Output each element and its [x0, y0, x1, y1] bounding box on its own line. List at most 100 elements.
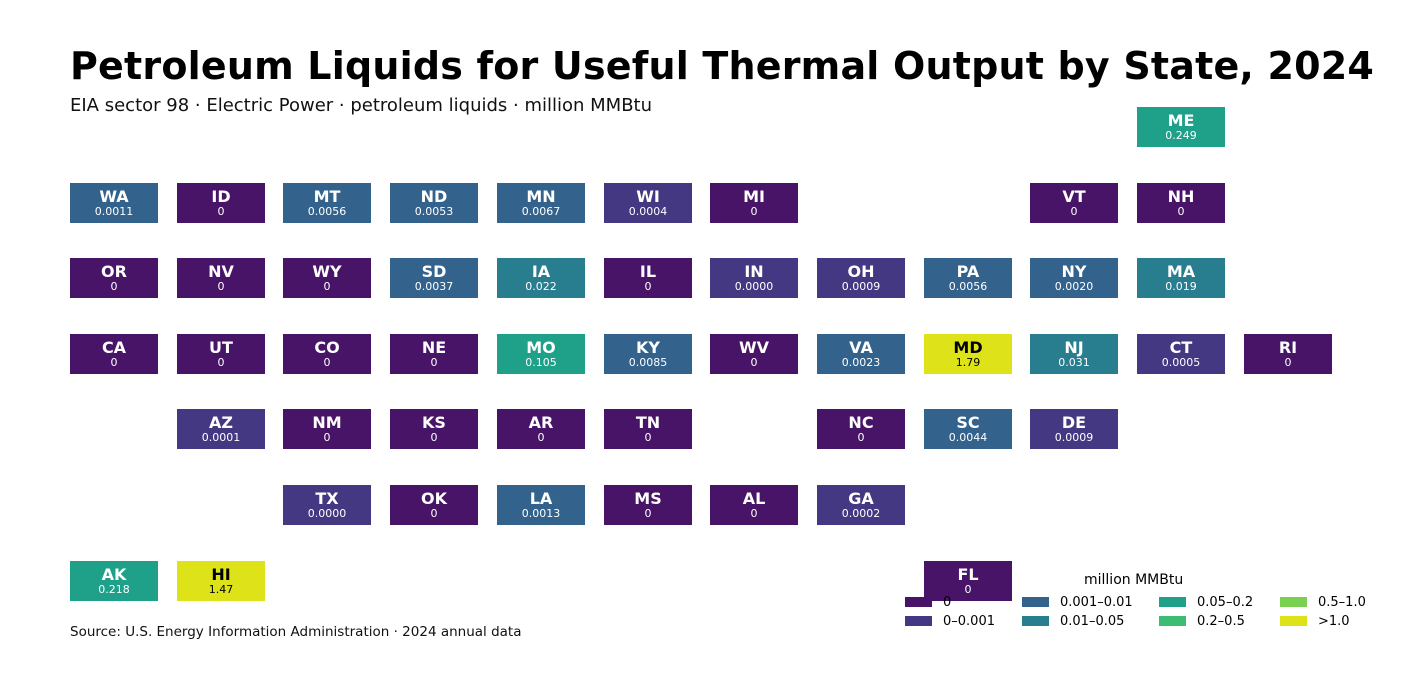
- state-value: 0.0044: [948, 431, 988, 444]
- state-tile-hi: HI 1.47: [177, 561, 265, 601]
- legend-swatch: [1280, 597, 1307, 607]
- state-tile-wy: WY 0: [283, 258, 371, 298]
- state-tile-ma: MA 0.019: [1137, 258, 1225, 298]
- state-value: 0.0020: [1054, 280, 1094, 293]
- state-tile-co: CO 0: [283, 334, 371, 374]
- state-value: 0: [110, 280, 118, 293]
- state-abbr: NC: [848, 413, 874, 432]
- state-value: 0.0001: [201, 431, 241, 444]
- state-tile-sc: SC 0.0044: [924, 409, 1012, 449]
- state-value: 0: [430, 356, 438, 369]
- state-abbr: KY: [636, 338, 660, 357]
- state-value: 0: [964, 583, 972, 596]
- state-tile-in: IN 0.0000: [710, 258, 798, 298]
- state-tile-ar: AR 0: [497, 409, 585, 449]
- state-value: 1.79: [955, 356, 981, 369]
- state-abbr: VA: [849, 338, 873, 357]
- state-tile-wa: WA 0.0011: [70, 183, 158, 223]
- state-tile-mt: MT 0.0056: [283, 183, 371, 223]
- state-tile-az: AZ 0.0001: [177, 409, 265, 449]
- state-value: 0: [110, 356, 118, 369]
- legend-label: 0–0.001: [943, 613, 995, 629]
- state-abbr: MT: [313, 187, 341, 206]
- state-value: 0.0067: [521, 205, 561, 218]
- legend-swatch: [1022, 616, 1049, 626]
- state-abbr: ME: [1167, 111, 1195, 130]
- state-tile-ga: GA 0.0002: [817, 485, 905, 525]
- legend-item: 0.2–0.5: [1159, 613, 1245, 629]
- state-value: 0.0009: [1054, 431, 1094, 444]
- state-tile-ok: OK 0: [390, 485, 478, 525]
- state-tile-me: ME 0.249: [1137, 107, 1225, 147]
- state-value: 0.0013: [521, 507, 561, 520]
- state-abbr: MS: [634, 489, 662, 508]
- state-tile-ny: NY 0.0020: [1030, 258, 1118, 298]
- legend-label: 0.001–0.01: [1060, 594, 1133, 610]
- state-tile-ut: UT 0: [177, 334, 265, 374]
- state-abbr: AZ: [209, 413, 233, 432]
- state-value: 0.0085: [628, 356, 668, 369]
- state-tile-id: ID 0: [177, 183, 265, 223]
- state-abbr: NV: [208, 262, 234, 281]
- legend-item: 0.01–0.05: [1022, 613, 1124, 629]
- state-value: 1.47: [208, 583, 234, 596]
- state-value: 0: [750, 205, 758, 218]
- state-value: 0: [750, 356, 758, 369]
- state-tile-de: DE 0.0009: [1030, 409, 1118, 449]
- state-abbr: AL: [742, 489, 766, 508]
- state-value: 0: [1070, 205, 1078, 218]
- state-abbr: WY: [312, 262, 342, 281]
- state-value: 0: [1177, 205, 1185, 218]
- state-abbr: GA: [848, 489, 874, 508]
- state-value: 0: [430, 507, 438, 520]
- state-tile-ia: IA 0.022: [497, 258, 585, 298]
- state-value: 0: [217, 356, 225, 369]
- state-value: 0.0000: [307, 507, 347, 520]
- state-tile-nv: NV 0: [177, 258, 265, 298]
- state-value: 0.0000: [734, 280, 774, 293]
- state-value: 0.0009: [841, 280, 881, 293]
- state-value: 0.0056: [948, 280, 988, 293]
- state-abbr: WA: [99, 187, 129, 206]
- state-value: 0: [537, 431, 545, 444]
- state-abbr: CO: [314, 338, 340, 357]
- state-abbr: MI: [743, 187, 765, 206]
- state-tile-tx: TX 0.0000: [283, 485, 371, 525]
- state-tile-ri: RI 0: [1244, 334, 1332, 374]
- state-abbr: OK: [421, 489, 447, 508]
- legend-swatch: [905, 597, 932, 607]
- state-value: 0.0053: [414, 205, 454, 218]
- state-value: 0: [323, 431, 331, 444]
- state-abbr: HI: [211, 565, 231, 584]
- state-tile-md: MD 1.79: [924, 334, 1012, 374]
- state-abbr: AK: [101, 565, 127, 584]
- legend-item: 0: [905, 594, 951, 610]
- state-abbr: IA: [531, 262, 551, 281]
- state-abbr: WV: [738, 338, 770, 357]
- state-tile-ne: NE 0: [390, 334, 478, 374]
- state-abbr: TX: [315, 489, 339, 508]
- legend-label: 0.01–0.05: [1060, 613, 1125, 629]
- state-value: 0: [750, 507, 758, 520]
- state-tile-ms: MS 0: [604, 485, 692, 525]
- state-value: 0: [1284, 356, 1292, 369]
- state-abbr: FL: [957, 565, 979, 584]
- state-tile-wi: WI 0.0004: [604, 183, 692, 223]
- state-value: 0: [217, 205, 225, 218]
- state-tile-sd: SD 0.0037: [390, 258, 478, 298]
- legend-label: 0.5–1.0: [1318, 594, 1366, 610]
- state-value: 0: [644, 280, 652, 293]
- state-value: 0: [644, 431, 652, 444]
- state-abbr: CA: [101, 338, 127, 357]
- state-value: 0: [857, 431, 865, 444]
- state-value: 0.218: [98, 583, 130, 596]
- legend-swatch: [1280, 616, 1307, 626]
- legend-swatch: [905, 616, 932, 626]
- state-abbr: VT: [1062, 187, 1086, 206]
- state-tile-vt: VT 0: [1030, 183, 1118, 223]
- state-tile-tn: TN 0: [604, 409, 692, 449]
- state-value: 0.019: [1165, 280, 1197, 293]
- state-tile-mo: MO 0.105: [497, 334, 585, 374]
- state-tile-nc: NC 0: [817, 409, 905, 449]
- state-abbr: MO: [526, 338, 556, 357]
